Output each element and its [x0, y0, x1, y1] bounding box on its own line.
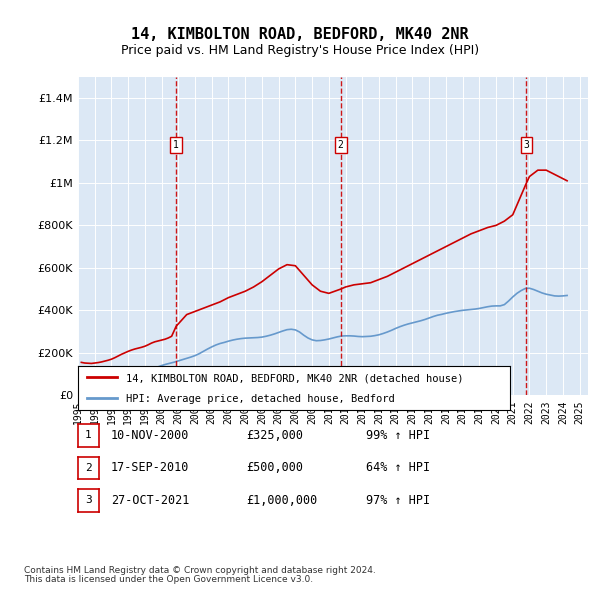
Text: 1: 1: [85, 431, 92, 440]
Text: £500,000: £500,000: [246, 461, 303, 474]
Text: 27-OCT-2021: 27-OCT-2021: [111, 494, 190, 507]
Text: 64% ↑ HPI: 64% ↑ HPI: [366, 461, 430, 474]
Text: 14, KIMBOLTON ROAD, BEDFORD, MK40 2NR: 14, KIMBOLTON ROAD, BEDFORD, MK40 2NR: [131, 27, 469, 41]
Text: 2: 2: [85, 463, 92, 473]
Text: 14, KIMBOLTON ROAD, BEDFORD, MK40 2NR (detached house): 14, KIMBOLTON ROAD, BEDFORD, MK40 2NR (d…: [125, 373, 463, 383]
Text: Contains HM Land Registry data © Crown copyright and database right 2024.: Contains HM Land Registry data © Crown c…: [24, 566, 376, 575]
Text: £1,000,000: £1,000,000: [246, 494, 317, 507]
Text: HPI: Average price, detached house, Bedford: HPI: Average price, detached house, Bedf…: [125, 394, 394, 404]
Text: 2: 2: [338, 140, 344, 150]
Text: 1: 1: [173, 140, 179, 150]
Text: 99% ↑ HPI: 99% ↑ HPI: [366, 429, 430, 442]
Text: 3: 3: [85, 496, 92, 505]
Text: £325,000: £325,000: [246, 429, 303, 442]
Text: 17-SEP-2010: 17-SEP-2010: [111, 461, 190, 474]
Text: 3: 3: [524, 140, 529, 150]
Text: Price paid vs. HM Land Registry's House Price Index (HPI): Price paid vs. HM Land Registry's House …: [121, 44, 479, 57]
Text: This data is licensed under the Open Government Licence v3.0.: This data is licensed under the Open Gov…: [24, 575, 313, 584]
Text: 97% ↑ HPI: 97% ↑ HPI: [366, 494, 430, 507]
Text: 10-NOV-2000: 10-NOV-2000: [111, 429, 190, 442]
